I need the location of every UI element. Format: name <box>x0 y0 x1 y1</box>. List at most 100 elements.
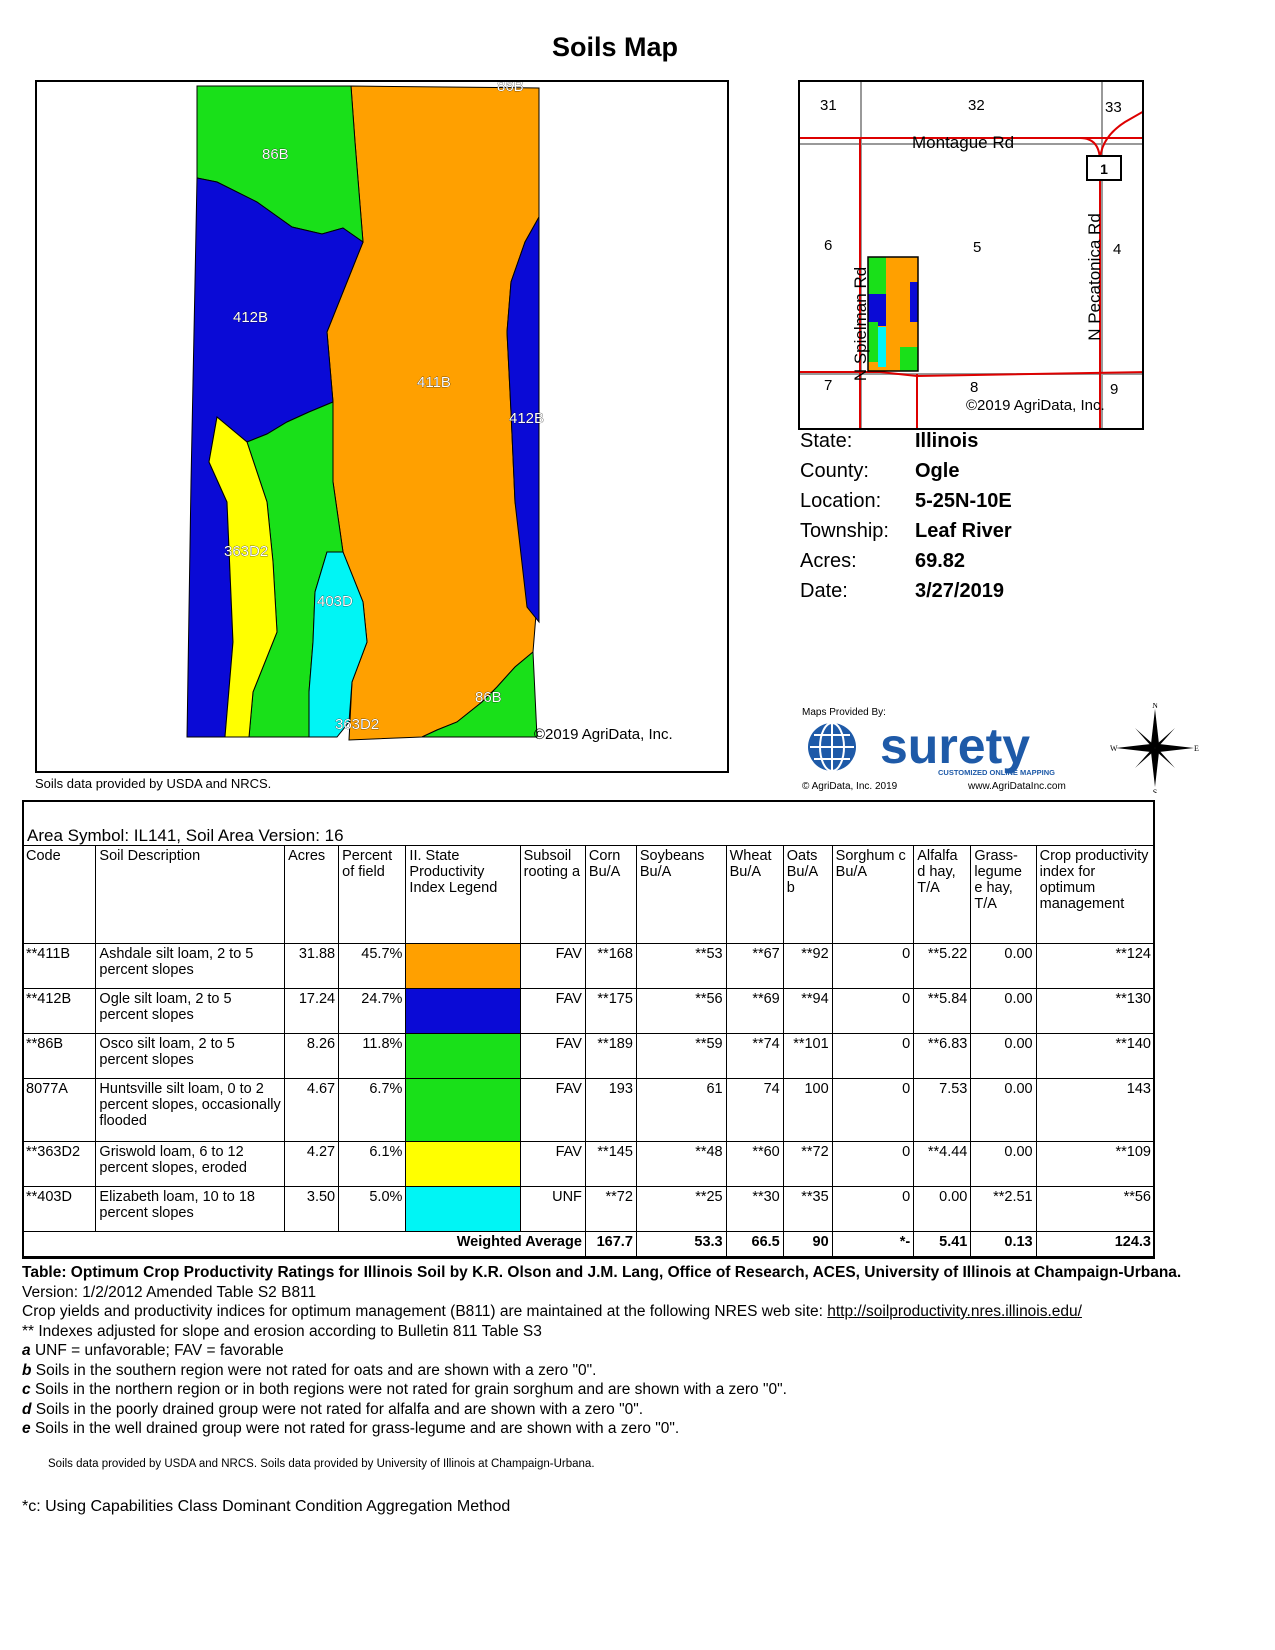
legend-swatch <box>405 1078 521 1142</box>
cell-sorghum: 0 <box>831 943 915 989</box>
data-credit: Soils data provided by USDA and NRCS. So… <box>48 1458 595 1470</box>
col-header: Corn Bu/A <box>584 845 637 944</box>
cell-corn: 193 <box>584 1078 637 1142</box>
col-header: Alfalfa d hay, T/A <box>913 845 972 944</box>
locator-map: 1 31 32 33 6 5 4 7 8 9 Montague Rd N Spi… <box>798 80 1144 430</box>
cell-cpi: 143 <box>1035 1078 1156 1142</box>
col-header: Soil Description <box>95 845 286 944</box>
map-label: 412B <box>509 410 544 427</box>
cell-sorghum: 0 <box>831 1033 915 1079</box>
cell-sorghum: 0 <box>831 1141 915 1187</box>
surety-logo: Maps Provided By: surety CUSTOMIZED ONLI… <box>800 705 1090 795</box>
section-number: 6 <box>824 237 832 254</box>
cell-cpi: **130 <box>1035 988 1156 1034</box>
col-header: Soybeans Bu/A <box>635 845 727 944</box>
col-header: Wheat Bu/A <box>725 845 784 944</box>
legend-swatch <box>405 943 521 989</box>
table-row: **86B Osco silt loam, 2 to 5 percent slo… <box>21 1033 1156 1079</box>
cell-soy: **25 <box>635 1186 727 1232</box>
cell-acres: 4.27 <box>284 1141 340 1187</box>
map-polygon-86b-south <box>421 650 538 738</box>
col-header: Acres <box>284 845 340 944</box>
cell-cpi: **124 <box>1035 943 1156 989</box>
cell-desc: Huntsville silt loam, 0 to 2 percent slo… <box>95 1078 286 1142</box>
info-key: County: <box>800 460 869 482</box>
col-header: Subsoil rooting a <box>519 845 586 944</box>
table-row: 8077A Huntsville silt loam, 0 to 2 perce… <box>21 1078 1156 1142</box>
page-title: Soils Map <box>551 32 679 62</box>
cell-desc: Elizabeth loam, 10 to 18 percent slopes <box>95 1186 286 1232</box>
compass-s: S <box>1153 788 1157 793</box>
wa-alfalfa: 5.41 <box>913 1231 972 1259</box>
cell-code: 8077A <box>21 1078 97 1142</box>
map-polygon-412b-east <box>506 215 540 624</box>
cell-corn: **168 <box>584 943 637 989</box>
legend-swatch <box>405 988 521 1034</box>
soil-table: Code Soil Description Acres Percent of f… <box>21 845 1156 1259</box>
cell-grass: **2.51 <box>970 1186 1037 1232</box>
col-header: Grass-legume e hay, T/A <box>970 845 1037 944</box>
map-credit: Soils data provided by USDA and NRCS. <box>35 776 272 791</box>
cell-code: **411B <box>21 943 97 989</box>
map-label: 412B <box>233 309 268 326</box>
cell-soy: **59 <box>635 1033 727 1079</box>
map-label: 86B <box>262 146 289 163</box>
soils-map: 86B 86B 412B 411B 412B 363D2 403D 86B 36… <box>35 80 729 773</box>
locator-copyright: ©2019 AgriData, Inc. <box>966 397 1105 414</box>
cell-sorghum: 0 <box>831 1186 915 1232</box>
cell-corn: **145 <box>584 1141 637 1187</box>
col-header: II. State Productivity Index Legend <box>405 845 521 944</box>
legend-swatch <box>405 1141 521 1187</box>
cell-grass: 0.00 <box>970 1141 1037 1187</box>
wa-cpi: 124.3 <box>1035 1231 1156 1259</box>
road-label-pecatonica: N Pecatonica Rd <box>1085 213 1104 341</box>
info-value: 69.82 <box>915 550 966 572</box>
cell-soy: **56 <box>635 988 727 1034</box>
cell-pct: 11.8% <box>338 1033 407 1079</box>
web-link[interactable]: http://soilproductivity.nres.illinois.ed… <box>827 1303 1082 1320</box>
cell-corn: **72 <box>584 1186 637 1232</box>
notes: Table: Optimum Crop Productivity Ratings… <box>22 1263 1222 1439</box>
provided-by: Maps Provided By: <box>802 707 886 718</box>
info-value: 3/27/2019 <box>915 580 1004 602</box>
table-row: **363D2 Griswold loam, 6 to 12 percent s… <box>21 1141 1156 1187</box>
cell-subsoil: FAV <box>519 943 586 989</box>
map-label: 363D2 <box>224 543 268 560</box>
weighted-average-row: Weighted Average 167.7 53.3 66.5 90 *- 5… <box>22 1231 1156 1259</box>
wa-oats: 90 <box>782 1231 833 1259</box>
surety-brand: surety <box>880 718 1030 774</box>
footnote-b: Soils in the southern region were not ra… <box>35 1361 597 1379</box>
globe-icon <box>808 722 856 772</box>
legend-swatch <box>405 1186 521 1232</box>
footnote-c: Soils in the northern region or in both … <box>34 1381 787 1398</box>
cell-sorghum: 0 <box>831 988 915 1034</box>
info-value: Leaf River <box>915 520 1012 542</box>
col-header: Code <box>21 845 97 944</box>
cell-code: **412B <box>21 988 97 1034</box>
table-version: Version: 1/2/2012 Amended Table S2 B811 <box>22 1283 317 1301</box>
surety-url: www.AgriDataInc.com <box>967 781 1066 792</box>
cell-corn: **175 <box>584 988 637 1034</box>
cell-alfalfa: **5.22 <box>913 943 972 989</box>
section-number: 31 <box>820 97 837 114</box>
cell-code: **363D2 <box>21 1141 97 1187</box>
cell-oats: **92 <box>782 943 833 989</box>
cell-pct: 6.7% <box>338 1078 407 1142</box>
col-header: Oats Bu/A b <box>782 845 833 944</box>
surety-copyright: © AgriData, Inc. 2019 <box>802 781 898 792</box>
cell-corn: **189 <box>584 1033 637 1079</box>
cell-sorghum: 0 <box>831 1078 915 1142</box>
info-value: Illinois <box>915 430 979 452</box>
aggregation-method-note: *c: Using Capabilities Class Dominant Co… <box>22 1498 511 1515</box>
footnote-a: UNF = unfavorable; FAV = favorable <box>34 1342 284 1359</box>
cell-pct: 45.7% <box>338 943 407 989</box>
cell-wheat: **67 <box>725 943 784 989</box>
col-header: Sorghum c Bu/A <box>831 845 915 944</box>
section-number: 33 <box>1105 99 1122 116</box>
cell-cpi: **140 <box>1035 1033 1156 1079</box>
info-key: Date: <box>800 580 848 602</box>
section-number: 7 <box>824 377 832 394</box>
footnote-e: Soils in the well drained group were not… <box>34 1420 680 1437</box>
map-label: 403D <box>317 593 353 610</box>
cell-pct: 5.0% <box>338 1186 407 1232</box>
